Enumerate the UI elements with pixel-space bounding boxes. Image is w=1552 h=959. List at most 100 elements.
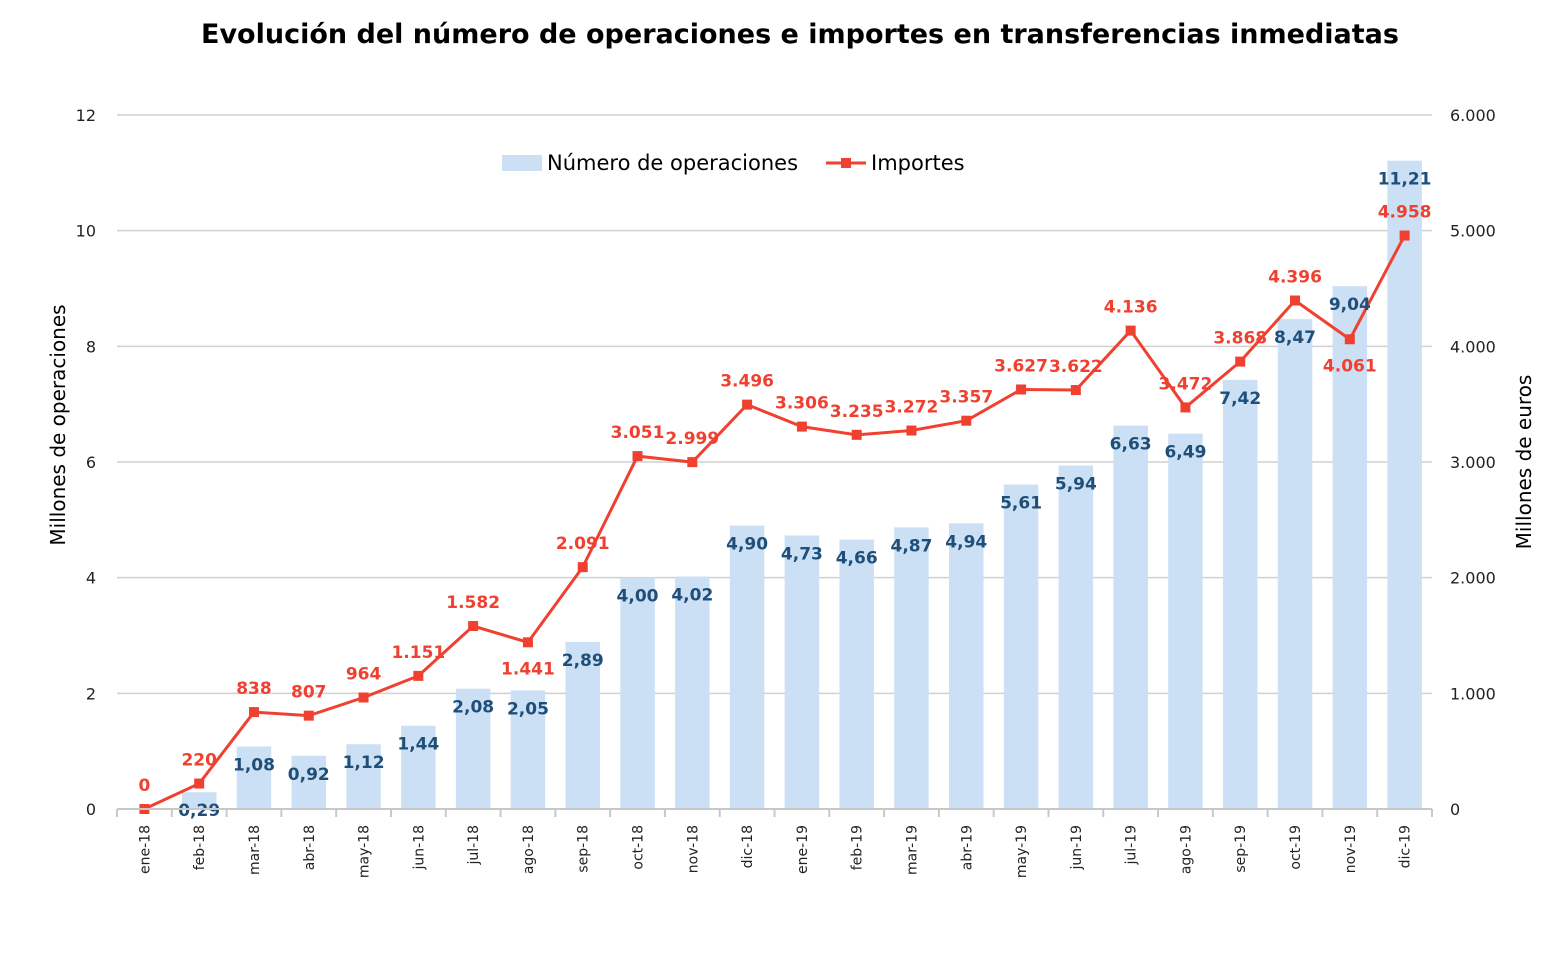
line-label: 4.396: [1268, 268, 1322, 288]
x-tick-label: ene-19: [795, 825, 811, 874]
x-tick-label: ago-19: [1178, 825, 1194, 874]
bar: [236, 746, 272, 809]
bar-label: 2,05: [507, 699, 549, 719]
y-tick-left: 2: [86, 684, 96, 703]
line-label: 4.958: [1378, 203, 1432, 223]
line-marker: [961, 415, 972, 426]
bar-label: 8,47: [1274, 328, 1316, 348]
line-series: [143, 234, 1406, 811]
bar: [401, 725, 436, 809]
bar-label: 2,89: [562, 651, 604, 671]
bar-label: 4,90: [726, 535, 768, 555]
bar: [1222, 379, 1258, 809]
x-tick-label: nov-18: [685, 825, 701, 873]
bar: [510, 690, 546, 809]
x-tick-label: abr-19: [959, 825, 975, 870]
bar: [1168, 433, 1203, 809]
x-tick-label: abr-18: [302, 825, 318, 870]
line-label: 807: [291, 683, 327, 703]
bar: [784, 535, 820, 809]
x-tick-label: jun-18: [411, 825, 427, 871]
legend-label-bars: Número de operaciones: [547, 151, 798, 175]
x-tick-label: sep-19: [1233, 825, 1249, 873]
legend-label-line: Importes: [871, 151, 965, 175]
line-label: 4.136: [1104, 298, 1158, 318]
bar: [1277, 319, 1313, 809]
line-label: 1.582: [446, 593, 500, 613]
line-marker: [577, 562, 588, 573]
line-label: 1.151: [391, 643, 445, 663]
bar: [346, 744, 381, 809]
line-label: 3.622: [1049, 357, 1103, 377]
line-marker: [303, 710, 314, 721]
legend-swatch-bars: [502, 155, 542, 171]
x-tick-label: oct-18: [631, 825, 647, 870]
y-axis-label-right: Millones de euros: [1512, 375, 1536, 550]
bar: [894, 527, 929, 809]
line-label: 3.496: [720, 372, 774, 392]
y-tick-left: 6: [86, 453, 96, 472]
line-label: 3.051: [611, 423, 665, 443]
line-marker: [687, 457, 698, 468]
x-tick-label: feb-19: [850, 825, 866, 870]
bar: [181, 792, 217, 809]
line-marker: [1125, 325, 1136, 336]
line-label: 3.868: [1213, 329, 1267, 349]
y-tick-right: 4.000: [1450, 337, 1496, 356]
bar-label: 6,63: [1110, 435, 1152, 455]
bar: [455, 688, 491, 809]
line-label: 2.091: [556, 534, 610, 554]
bar-label: 4,94: [945, 532, 987, 552]
x-tick-label: may-19: [1014, 825, 1030, 878]
x-tick-label: ene-18: [137, 825, 153, 874]
x-tick-label: jun-19: [1069, 825, 1085, 871]
x-tick-label: mar-18: [247, 825, 263, 875]
line-marker: [906, 425, 917, 436]
line-label: 838: [236, 679, 272, 699]
line-marker: [851, 429, 862, 440]
y-tick-left: 12: [76, 106, 96, 125]
x-tick-label: may-18: [357, 825, 373, 878]
line-label: 3.272: [885, 398, 939, 418]
x-tick-label: ago-18: [521, 825, 537, 874]
x-tick-label: jul-18: [466, 825, 482, 866]
y-tick-right: 5.000: [1450, 222, 1496, 241]
bar-label: 6,49: [1164, 443, 1206, 463]
line-label: 3.627: [994, 356, 1048, 376]
bar-label: 4,02: [671, 586, 713, 606]
line-marker: [248, 707, 259, 718]
line-marker: [1016, 384, 1027, 395]
line-marker: [1235, 356, 1246, 367]
bar-label: 4,87: [891, 536, 933, 556]
line-label: 3.357: [939, 388, 993, 408]
x-tick-label: dic-19: [1398, 825, 1414, 868]
legend: Número de operaciones Importes: [502, 151, 965, 175]
y-tick-left: 4: [86, 569, 96, 588]
x-tick-label: nov-19: [1343, 825, 1359, 873]
bar: [1003, 484, 1039, 809]
line-label: 1.441: [501, 659, 555, 679]
line-marker: [1070, 385, 1081, 396]
bar-label: 1,08: [233, 756, 275, 776]
line-marker: [796, 421, 807, 432]
bar: [949, 523, 984, 809]
bar: [1387, 160, 1422, 809]
bar: [1113, 425, 1148, 809]
bar-label: 4,73: [781, 544, 823, 564]
line-marker: [1344, 334, 1355, 345]
bar: [291, 755, 327, 809]
bar-label: 5,94: [1055, 474, 1097, 494]
bar-label: 11,21: [1378, 170, 1432, 190]
line-label: 3.306: [775, 394, 829, 414]
bar-label: 0,29: [178, 801, 220, 821]
line-marker: [358, 692, 369, 703]
chart-title: Evolución del número de operaciones e im…: [201, 19, 1399, 50]
line-marker: [413, 670, 424, 681]
line-marker: [194, 778, 205, 789]
line-marker: [1180, 402, 1191, 413]
y-tick-right: 1.000: [1450, 684, 1496, 703]
line-marker: [1290, 295, 1301, 306]
line-label: 4.061: [1323, 356, 1377, 376]
line-label: 964: [346, 664, 382, 684]
